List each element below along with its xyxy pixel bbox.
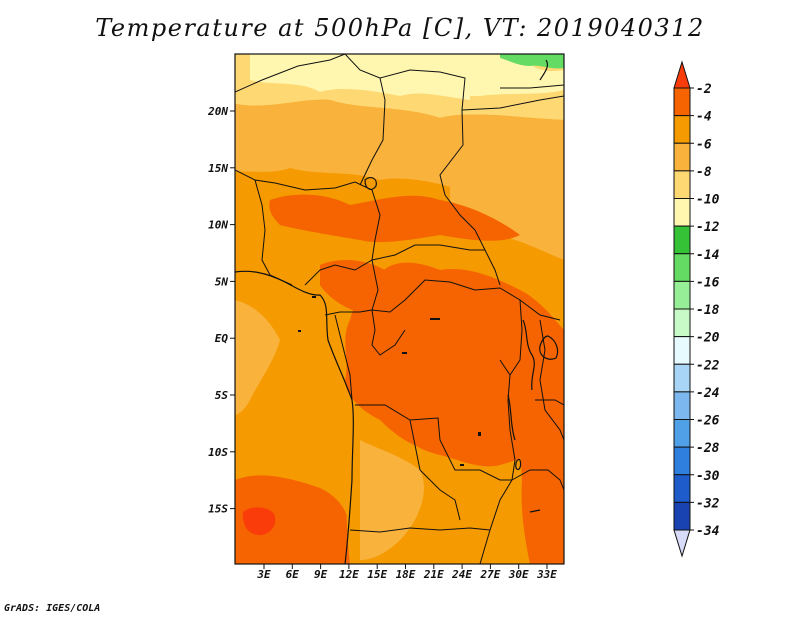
field-band-east-light [450, 140, 564, 260]
lat-tick-label: 5N [215, 275, 229, 288]
colorbar-swatch [673, 474, 691, 503]
colorbar-label: -26 [696, 414, 720, 429]
colorbar-bottom-arrow [673, 529, 691, 558]
field-west-coast-light [235, 300, 280, 415]
latitude-axis: 20N 15N 10N 5N EQ 5S 10S 15S [207, 105, 235, 516]
lon-tick-label: 12E [339, 568, 359, 581]
field-core-north-warm [269, 194, 520, 243]
colorbar-label: -20 [696, 331, 720, 346]
colorbar-swatch [673, 308, 691, 338]
colorbar-label: -32 [696, 496, 720, 511]
colorbar-swatch [673, 280, 691, 310]
colorbar-swatch [673, 170, 691, 199]
colorbar-swatch [673, 253, 691, 282]
colorbar-swatch [673, 501, 691, 531]
field-band-north-pale [470, 54, 564, 96]
field-core-center-west [320, 260, 390, 315]
grads-credit: GrADS: IGES/COLA [4, 603, 101, 614]
map-title: Temperature at 500hPa [C], VT: 201904031… [95, 14, 705, 42]
map-frame [234, 53, 565, 565]
colorbar-swatch [673, 225, 691, 255]
field-core-hot-spot [242, 507, 276, 536]
colorbar-swatch [673, 115, 691, 144]
lat-tick-label: 15S [208, 503, 228, 516]
lon-tick-label: 24E [451, 568, 472, 581]
lat-tick-label: EQ [215, 332, 229, 345]
colorbar-label: -24 [696, 386, 720, 401]
colorbar-label: -18 [696, 303, 720, 318]
colorbar-swatch [673, 419, 691, 448]
colorbar-label: -14 [696, 248, 720, 263]
colorbar-label: -30 [696, 469, 720, 484]
colorbar-label: -12 [696, 220, 720, 235]
lon-tick-label: 9E [314, 568, 328, 581]
colorbar-swatch [673, 198, 691, 227]
lon-tick-label: 33E [536, 568, 557, 581]
field-south-light [360, 440, 424, 560]
colorbar-swatch [673, 391, 691, 420]
lat-tick-label: 10N [208, 219, 228, 232]
lon-tick-label: 6E [286, 568, 300, 581]
lon-tick-label: 15E [367, 568, 387, 581]
field-core-southwest [235, 475, 352, 564]
colorbar-label: -6 [696, 137, 712, 152]
lat-tick-label: 10S [208, 446, 228, 459]
colorbar-swatch [673, 142, 691, 172]
colorbar: -2 -4 -6 -8 -10 -12 -14 -16 -18 -20 -22 -24 -26 -28 -3… [673, 60, 720, 558]
colorbar-label: -28 [696, 441, 720, 456]
colorbar-label: -22 [696, 358, 720, 373]
colorbar-swatch [673, 336, 691, 365]
lon-tick-label: 21E [423, 568, 444, 581]
colorbar-top-arrow [673, 60, 691, 89]
lat-tick-label: 20N [207, 105, 228, 118]
colorbar-label: -16 [696, 275, 720, 290]
coastlines-and-lakes [235, 59, 559, 564]
country-boundaries [235, 54, 564, 564]
inland-water-marks [298, 296, 481, 466]
colorbar-swatch [673, 87, 691, 117]
colorbar-label: -4 [696, 110, 712, 125]
field-east-coast-warm [519, 380, 564, 564]
map-panel [235, 54, 564, 564]
lon-tick-label: 3E [256, 568, 271, 581]
colorbar-swatch [673, 363, 691, 393]
field-band-north-lighter [250, 54, 470, 100]
longitude-axis: 3E 6E 9E 12E 15E 18E 21E 24E 27E 30E 33E [256, 564, 557, 581]
colorbar-label: -2 [696, 82, 712, 97]
lon-tick-label: 27E [479, 568, 500, 581]
lon-tick-label: 30E [508, 568, 529, 581]
lat-tick-label: 5S [215, 389, 229, 402]
colorbar-label: -10 [696, 193, 720, 208]
lat-tick-label: 15N [208, 162, 228, 175]
lon-tick-label: 18E [396, 568, 416, 581]
colorbar-label: -34 [696, 524, 720, 539]
colorbar-label: -8 [696, 165, 712, 180]
colorbar-swatch [673, 446, 691, 476]
